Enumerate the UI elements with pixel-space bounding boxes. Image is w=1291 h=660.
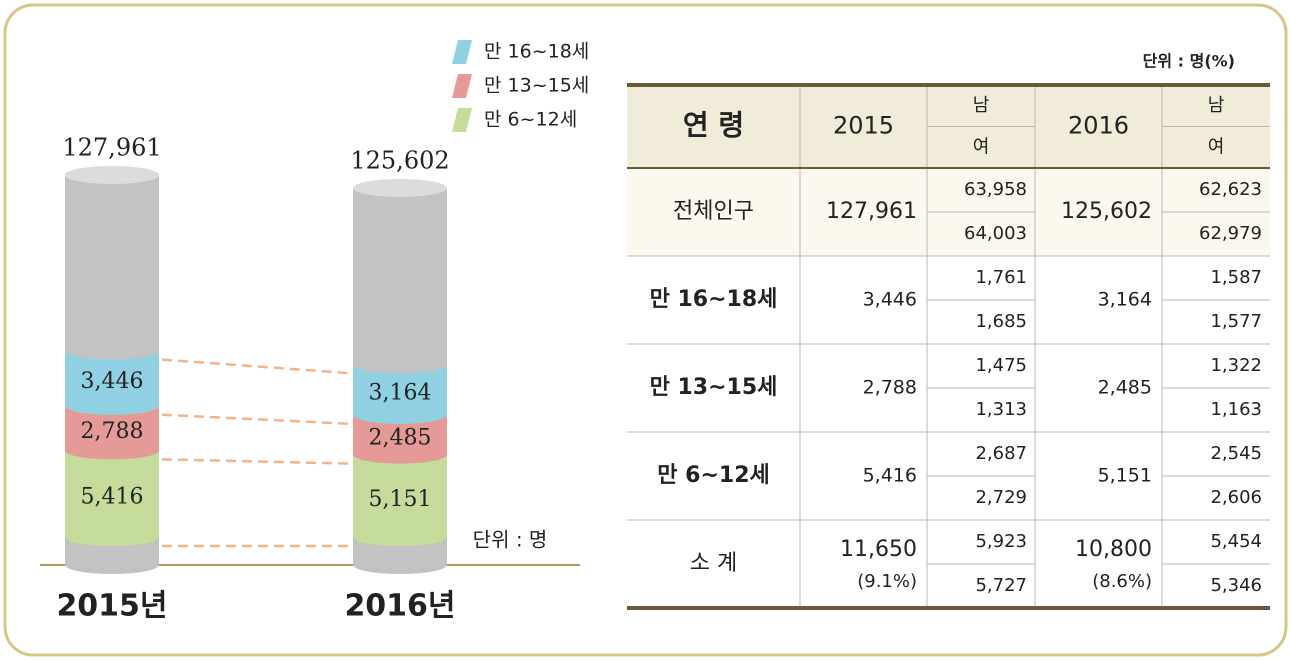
segment-label: 2,788 xyxy=(81,419,144,444)
header-cell: 연 령 xyxy=(683,109,744,142)
year-total: 3,164 xyxy=(1098,289,1152,311)
gender-cell: 1,475 xyxy=(975,355,1027,376)
gender-cell: 63,958 xyxy=(964,179,1027,200)
year-total: 5,151 xyxy=(1098,465,1152,487)
table-unit: 단위 : 명(%) xyxy=(1143,52,1235,71)
segment-label: 2,485 xyxy=(369,426,432,451)
row-label: 소 계 xyxy=(690,551,737,576)
gender-cell: 1,577 xyxy=(1210,311,1262,332)
gender-cell: 62,979 xyxy=(1199,223,1262,244)
segment xyxy=(353,414,447,464)
category-label: 2015년 xyxy=(56,589,167,624)
year-percent: (8.6%) xyxy=(1092,571,1152,592)
header-cell: 여 xyxy=(1208,136,1225,157)
gender-cell: 62,623 xyxy=(1199,179,1262,200)
year-total: 2,788 xyxy=(863,377,917,399)
legend-swatch xyxy=(452,40,472,64)
total-label: 125,602 xyxy=(350,147,449,175)
gender-cell: 5,346 xyxy=(1210,575,1262,596)
segment xyxy=(353,454,447,546)
legend-swatch xyxy=(452,108,472,132)
header-cell: 남 xyxy=(1208,95,1225,116)
segment-label: 5,416 xyxy=(81,485,144,510)
gender-cell: 2,729 xyxy=(975,487,1027,508)
gender-cell: 1,163 xyxy=(1210,399,1262,420)
gender-cell: 1,313 xyxy=(975,399,1027,420)
row-label: 만 6~12세 xyxy=(657,463,770,488)
segment xyxy=(353,364,447,424)
year-total: 127,961 xyxy=(826,199,917,224)
segment-label: 5,151 xyxy=(369,487,432,512)
gender-cell: 2,687 xyxy=(975,443,1027,464)
gender-cell: 2,545 xyxy=(1210,443,1262,464)
gender-cell: 1,685 xyxy=(975,311,1027,332)
year-total: 10,800 xyxy=(1075,537,1152,562)
year-total: 125,602 xyxy=(1061,199,1152,224)
segment-label: 3,164 xyxy=(369,381,432,406)
chart-unit: 단위 : 명 xyxy=(473,528,548,552)
header-cell: 여 xyxy=(973,136,990,157)
header-cell: 2016 xyxy=(1068,112,1129,140)
gender-cell: 1,587 xyxy=(1210,267,1262,288)
legend-swatch xyxy=(452,74,472,98)
gender-cell: 5,923 xyxy=(975,531,1027,552)
row-label: 만 13~15세 xyxy=(650,375,778,400)
header-cell: 남 xyxy=(973,95,990,116)
gender-cell: 5,727 xyxy=(975,575,1027,596)
gender-cell: 5,454 xyxy=(1210,531,1262,552)
year-total: 2,485 xyxy=(1098,377,1152,399)
gender-cell: 1,322 xyxy=(1210,355,1262,376)
row-label: 만 16~18세 xyxy=(650,287,778,312)
segment xyxy=(65,350,159,415)
legend-label: 만 16~18세 xyxy=(484,41,589,63)
segment xyxy=(65,450,159,546)
segment-label: 3,446 xyxy=(81,369,144,394)
year-percent: (9.1%) xyxy=(857,571,917,592)
cylinder-top xyxy=(353,179,447,197)
year-total: 11,650 xyxy=(840,537,917,562)
gender-cell: 64,003 xyxy=(964,223,1027,244)
row-label: 전체인구 xyxy=(673,199,754,224)
year-total: 3,446 xyxy=(863,289,917,311)
year-total: 5,416 xyxy=(863,465,917,487)
category-label: 2016년 xyxy=(344,589,455,624)
gender-cell: 1,761 xyxy=(975,267,1027,288)
gender-cell: 2,606 xyxy=(1210,487,1262,508)
cylinder-top xyxy=(65,166,159,184)
segment xyxy=(65,405,159,460)
total-label: 127,961 xyxy=(62,134,161,162)
legend-label: 만 6~12세 xyxy=(484,109,577,131)
legend-label: 만 13~15세 xyxy=(484,75,589,97)
header-cell: 2015 xyxy=(833,112,894,140)
